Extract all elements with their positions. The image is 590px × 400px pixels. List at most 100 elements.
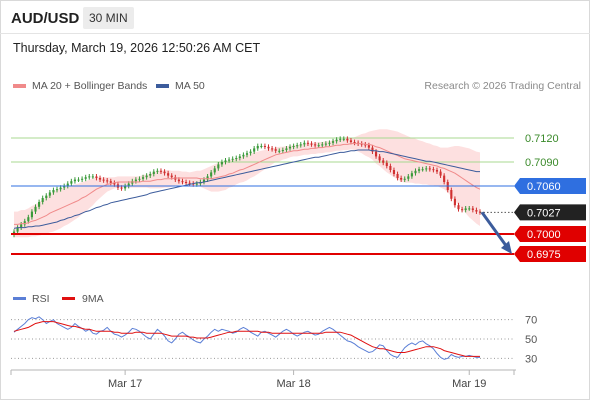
timeframe-button[interactable]: 30 MIN (83, 7, 134, 29)
candle-body (278, 150, 281, 152)
candle-body (77, 179, 80, 181)
candle (210, 170, 213, 179)
candle-body (149, 174, 152, 176)
candle (421, 166, 424, 172)
candle-body (159, 170, 163, 172)
candle (231, 156, 234, 162)
rsi-line (13, 316, 480, 360)
candle-body (378, 156, 381, 161)
candle (439, 169, 442, 178)
candle (167, 170, 170, 178)
ma50-swatch (156, 84, 169, 88)
candle-body (52, 190, 55, 193)
candle (339, 136, 342, 142)
candle-body (285, 148, 288, 150)
candle-body (292, 146, 295, 147)
candle (159, 168, 163, 174)
candle (84, 174, 87, 182)
legend-ma50: MA 50 (156, 80, 205, 92)
candle-body (271, 148, 274, 150)
ma50-line (13, 149, 480, 229)
candle (331, 138, 335, 146)
candle (296, 142, 299, 149)
candle (91, 174, 94, 179)
candle-body (382, 160, 385, 163)
forecast-arrow-shaft (480, 211, 509, 248)
candle-body (48, 192, 51, 196)
candle (288, 144, 292, 151)
candle-body (457, 205, 460, 210)
candle-body (141, 177, 145, 179)
rsi-tick-label: 30 (525, 353, 537, 365)
candle (385, 160, 388, 169)
legend-ma20-label: MA 20 + Bollinger Bands (32, 80, 148, 92)
candle-body (34, 206, 37, 212)
candle (453, 196, 456, 208)
candle-body (453, 198, 456, 206)
rsi-grid: 70 50 30 (11, 315, 537, 365)
candle-body (331, 141, 335, 143)
candle-body (16, 227, 19, 232)
candle-body (256, 146, 259, 149)
candle (285, 146, 288, 153)
candle-body (84, 177, 87, 179)
candle (396, 171, 399, 181)
candle (134, 177, 137, 184)
x-axis: Mar 17 Mar 18 Mar 19 (10, 370, 515, 390)
candle (403, 176, 406, 182)
price-tag-3 (514, 204, 586, 221)
candle (73, 177, 77, 184)
candle (63, 183, 66, 190)
candle-body (339, 138, 342, 140)
candle (428, 166, 431, 172)
candle (88, 174, 91, 180)
candle-body (435, 170, 439, 172)
candle-body (324, 143, 327, 145)
candle-body (317, 145, 320, 147)
candle (149, 171, 152, 178)
rsi-ma-legend-swatch (62, 297, 75, 300)
candle (34, 204, 37, 214)
candle-body (38, 202, 41, 207)
candle (77, 177, 80, 182)
candle-body (400, 178, 403, 180)
candle (410, 170, 413, 179)
candle (263, 143, 266, 150)
candle (181, 178, 184, 185)
candle-body (335, 139, 338, 142)
rsi-tick-label: 50 (525, 334, 537, 346)
candle (27, 214, 30, 224)
candle-body (249, 151, 252, 154)
rsi-ma-line (13, 321, 480, 357)
candle (464, 206, 467, 213)
rsi-legend: RSI 9MA (13, 293, 104, 305)
candle (435, 167, 439, 174)
candle (335, 137, 338, 144)
candle-body (91, 176, 94, 178)
timestamp: Thursday, March 19, 2026 12:50:26 AM CET (13, 41, 261, 55)
candle (324, 141, 327, 147)
candle-body (374, 151, 378, 157)
candle-body (439, 171, 442, 176)
candle-body (321, 144, 324, 146)
candle-body (288, 146, 292, 149)
candle (321, 142, 324, 148)
candle-body (238, 156, 241, 158)
candle (256, 143, 259, 151)
x-tick-label: Mar 19 (452, 378, 486, 390)
candle (55, 186, 59, 193)
candle-body (306, 142, 310, 144)
rsi-ma-legend-label: 9MA (82, 293, 104, 305)
header-divider (0, 33, 590, 34)
candle (267, 144, 270, 151)
candle-body (163, 171, 166, 174)
candle (471, 206, 474, 213)
candle (184, 179, 188, 186)
candle-body (385, 162, 388, 166)
candle-body (23, 221, 26, 225)
legend-ma50-label: MA 50 (175, 80, 205, 92)
candle-body (73, 179, 77, 182)
candle (468, 206, 471, 211)
candle-body (367, 145, 370, 148)
candle-body (464, 208, 467, 210)
